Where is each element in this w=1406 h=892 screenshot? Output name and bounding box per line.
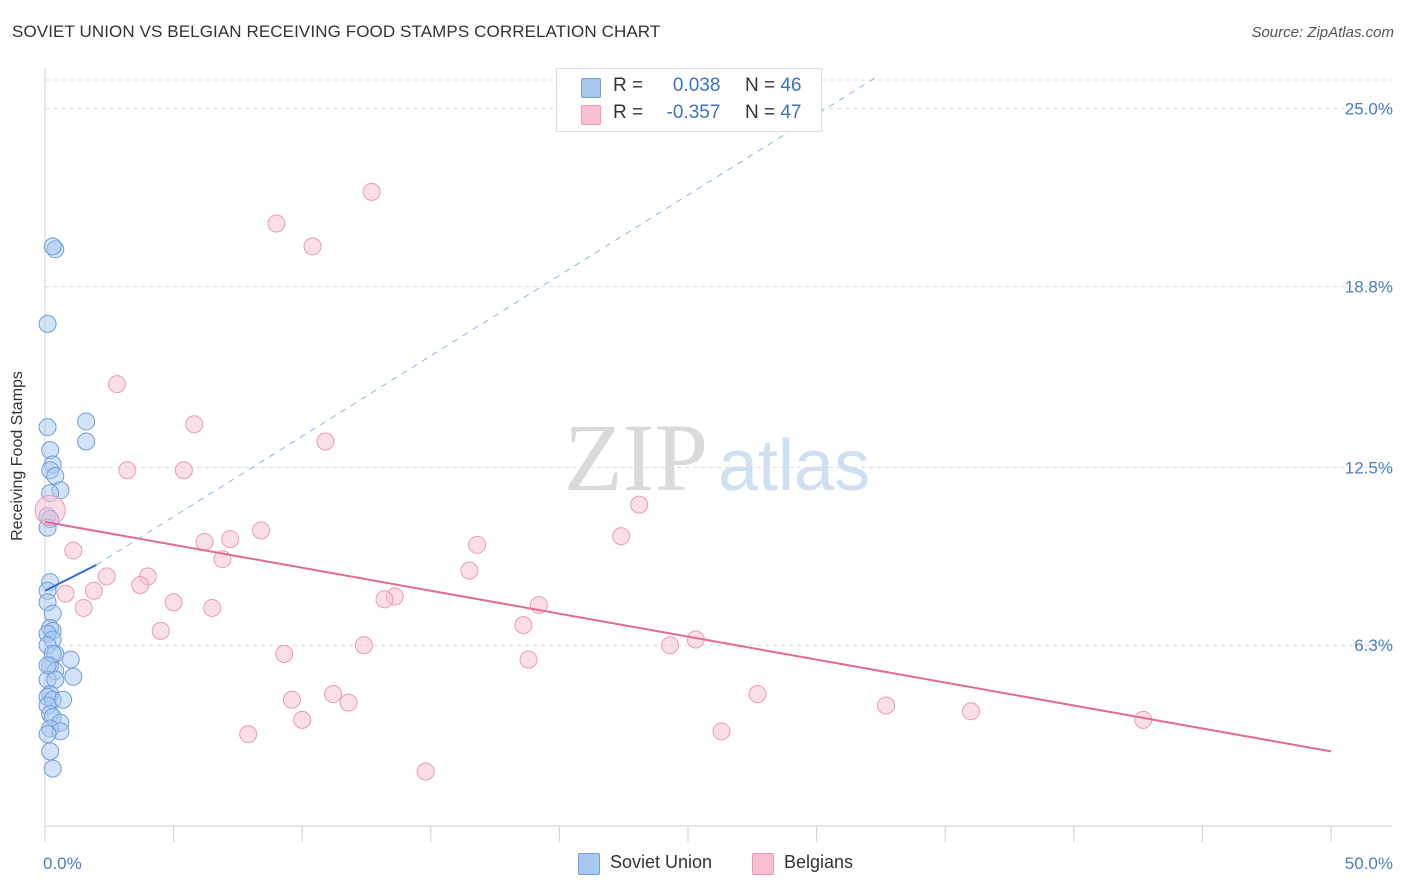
soviet-union-point xyxy=(54,690,73,709)
belgians-point xyxy=(468,535,487,554)
soviet-union-point xyxy=(43,237,62,256)
legend-n-value: 47 xyxy=(780,102,802,123)
legend-r-label: R = xyxy=(613,102,644,123)
soviet-union-point xyxy=(38,725,57,744)
belgians-point xyxy=(267,214,286,233)
belgians-point xyxy=(282,690,301,709)
soviet-union-point xyxy=(77,412,96,431)
belgians-point xyxy=(108,375,127,394)
legend-r-value: -0.357 xyxy=(666,102,721,123)
belgians-point xyxy=(612,527,631,546)
belgians-point xyxy=(416,762,435,781)
x-tick-label: 50.0% xyxy=(1345,854,1393,873)
bottom-legend-label-belgians: Belgians xyxy=(784,852,854,872)
belgians-point xyxy=(164,593,183,612)
belgians-point xyxy=(375,590,394,609)
y-tick-label: 25.0% xyxy=(1345,100,1393,119)
belgians-point xyxy=(324,685,343,704)
belgians-point xyxy=(303,237,322,256)
belgians-point xyxy=(712,722,731,741)
soviet-union-point xyxy=(41,742,60,761)
belgians-point xyxy=(56,584,75,603)
y-tick-label: 6.3% xyxy=(1354,636,1393,655)
watermark-zip: ZIP xyxy=(564,404,708,511)
belgians-point xyxy=(362,182,381,201)
watermark-atlas: atlas xyxy=(718,426,870,506)
belgians-point xyxy=(354,636,373,655)
legend-stats-belgians: R = -0.357 N = 47 xyxy=(613,102,801,124)
watermark: ZIP atlas xyxy=(564,404,870,511)
tick-labels-layer: 6.3% 12.5% 18.8% 25.0% 0.0% 50.0% xyxy=(43,100,1393,873)
legend-swatch-belgians xyxy=(581,105,601,125)
legend-n-label: N = xyxy=(744,102,776,123)
belgians-point xyxy=(316,432,335,451)
belgians-point xyxy=(275,644,294,663)
belgians-point xyxy=(660,636,679,655)
points-layer xyxy=(34,182,1153,781)
bottom-legend-swatch-belgians xyxy=(752,853,774,875)
grid-layer xyxy=(45,79,1392,646)
belgians-point xyxy=(293,710,312,729)
legend-r-label: R = xyxy=(613,75,644,96)
soviet-union-trend-extension xyxy=(96,77,876,566)
legend-stats-soviet-union: R = 0.038 N = 46 xyxy=(613,75,801,97)
soviet-union-point xyxy=(77,432,96,451)
soviet-union-point xyxy=(38,418,57,437)
belgians-trend-line xyxy=(44,520,1332,753)
chart-source: Source: ZipAtlas.com xyxy=(1251,24,1394,41)
belgians-point xyxy=(239,725,258,744)
legend-n-value: 46 xyxy=(780,75,802,96)
belgians-point xyxy=(131,575,150,594)
trend-lines-layer xyxy=(44,77,1332,753)
belgians-point xyxy=(97,567,116,586)
belgians-point xyxy=(185,415,204,434)
belgians-point xyxy=(118,461,137,480)
belgians-point xyxy=(630,495,649,514)
bottom-legend-swatch-soviet-union xyxy=(578,853,600,875)
belgians-point xyxy=(195,532,214,551)
belgians-point xyxy=(961,702,980,721)
bottom-legend-label-soviet-union: Soviet Union xyxy=(610,852,713,872)
y-tick-label: 18.8% xyxy=(1345,278,1393,297)
belgians-point xyxy=(151,621,170,640)
soviet-union-point xyxy=(61,650,80,669)
soviet-union-point xyxy=(38,656,57,675)
belgians-point xyxy=(203,598,222,617)
belgians-point xyxy=(64,541,83,560)
belgians-point xyxy=(519,650,538,669)
soviet-union-point xyxy=(38,314,57,333)
belgians-point xyxy=(34,494,66,526)
legend-n-label: N = xyxy=(744,75,776,96)
belgians-point xyxy=(514,616,533,635)
belgians-point xyxy=(221,530,240,549)
belgians-point xyxy=(74,598,93,617)
correlation-legend: R = 0.038 N = 46 R = -0.357 N = 47 xyxy=(556,68,822,132)
legend-swatch-soviet-union xyxy=(581,78,601,98)
belgians-point xyxy=(460,561,479,580)
y-tick-label: 12.5% xyxy=(1345,458,1393,477)
belgians-point xyxy=(252,521,271,540)
belgians-point xyxy=(877,696,896,715)
soviet-union-point xyxy=(64,667,83,686)
belgians-point xyxy=(84,581,103,600)
chart-title: SOVIET UNION VS BELGIAN RECEIVING FOOD S… xyxy=(12,22,661,41)
legend-r-value: 0.038 xyxy=(672,75,721,96)
soviet-union-point xyxy=(43,759,62,778)
belgians-point xyxy=(339,693,358,712)
belgians-point xyxy=(748,685,767,704)
x-tick-label: 0.0% xyxy=(43,854,82,873)
soviet-union-trend-line xyxy=(44,564,97,592)
belgians-point xyxy=(174,461,193,480)
